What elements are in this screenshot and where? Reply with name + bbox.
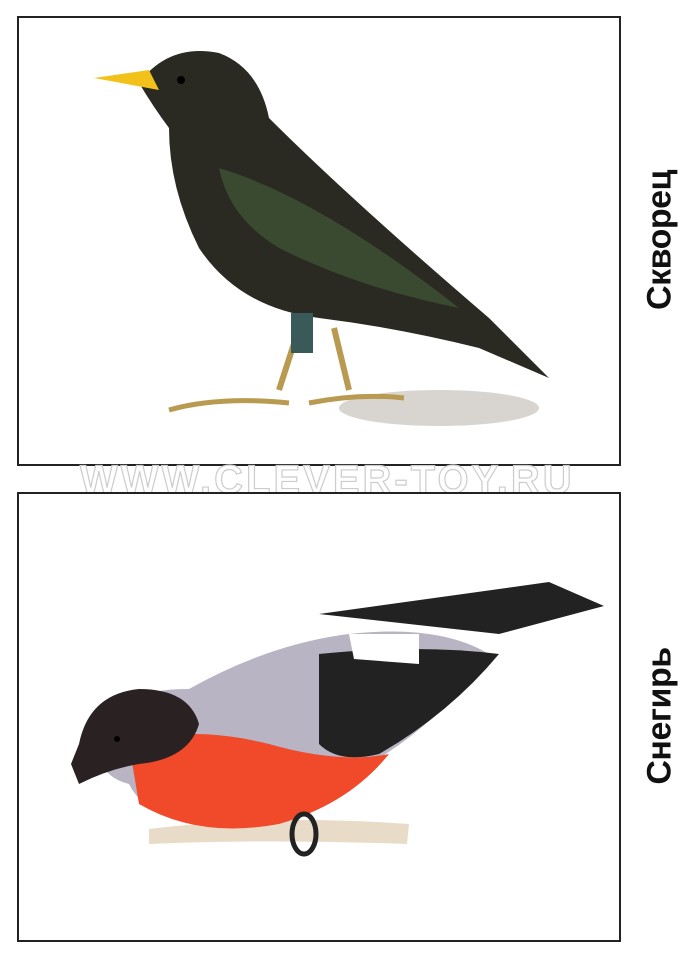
card-starling <box>17 16 621 466</box>
card-bullfinch <box>17 492 621 942</box>
card-label: Снегирь <box>640 647 679 785</box>
card-label: Скворец <box>640 170 679 310</box>
starling-illustration <box>94 51 549 426</box>
bullfinch-illustration <box>71 582 604 857</box>
